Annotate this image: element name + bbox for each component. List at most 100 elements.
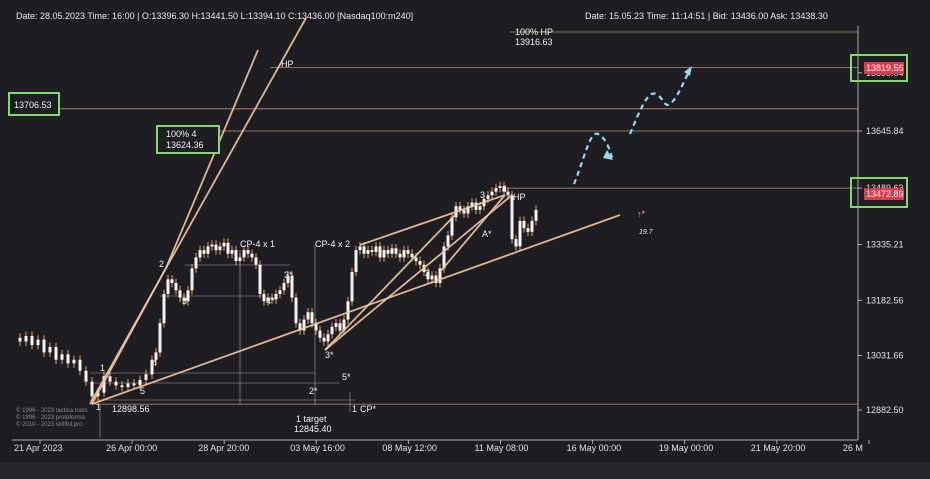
candle-body: [390, 248, 394, 254]
candle-body: [330, 326, 334, 335]
candle-body: [226, 242, 230, 254]
candle-body: [266, 297, 270, 302]
candle-body: [286, 275, 290, 283]
candle-body: [102, 376, 106, 393]
candle-body: [206, 246, 210, 254]
candle-body: [262, 293, 266, 302]
candle-body: [318, 330, 322, 338]
y-tick-label: 13645.84: [866, 126, 904, 136]
candle-body: [458, 206, 462, 210]
candle-body: [178, 290, 182, 298]
wave-line: [324, 194, 513, 351]
candle-body: [210, 244, 214, 247]
candle-body: [410, 253, 414, 258]
x-tick-label: 08 May 12:00: [382, 443, 437, 453]
projection-arrow-1: [603, 150, 613, 160]
left-price-label: 13706.53: [14, 100, 52, 110]
watermark-line-3: © 2010 - 2023 skillful.pro: [16, 421, 83, 428]
candle-body: [302, 319, 306, 331]
candle-body: [214, 244, 218, 251]
wave-label: 2: [159, 259, 164, 269]
candle-body: [84, 370, 88, 382]
right-price-box-bottom: [850, 177, 908, 208]
candle-body: [298, 323, 302, 331]
candle-body: [490, 191, 494, 196]
wave-label: 1: [352, 404, 357, 414]
y-tick-label: 13031.66: [866, 350, 904, 360]
projection-box: [156, 125, 220, 154]
candle-body: [250, 253, 254, 258]
candle-body: [498, 186, 502, 188]
candle-body: [66, 354, 70, 364]
candle-body: [126, 383, 130, 388]
hp-top-label: 100% HP: [515, 27, 553, 37]
candle-body: [470, 202, 474, 207]
candle-body: [242, 250, 246, 258]
candle-body: [54, 346, 58, 360]
candle-body: [434, 275, 438, 283]
candle-body: [378, 246, 382, 258]
candle-body: [526, 228, 530, 232]
candle-body: [246, 250, 250, 254]
x-tick-label: 19 May 00:00: [659, 443, 714, 453]
candle-body: [322, 337, 326, 342]
candle-body: [510, 195, 514, 240]
candle-body: [522, 220, 526, 229]
price-badge-bottom-label: 13472.89: [866, 189, 904, 199]
candle-body: [338, 323, 342, 331]
candle-body: [306, 312, 310, 320]
hp-top-value: 13916.63: [515, 37, 553, 47]
candle-body: [354, 250, 358, 273]
box-value-label: 13624.36: [166, 140, 204, 150]
cp-star-label: CP*: [360, 404, 377, 414]
x-tick-label: 21 Apr 2023: [14, 443, 63, 453]
candle-body: [132, 383, 136, 386]
candle-body: [198, 250, 202, 258]
candle-body: [466, 206, 470, 214]
wave-label: 2*: [309, 386, 318, 396]
candlestick-series: [18, 181, 538, 401]
projection-curve-1: [572, 132, 614, 185]
candle-body: [238, 257, 242, 262]
candle-body: [258, 264, 262, 294]
candle-body: [90, 381, 94, 397]
candle-body: [294, 297, 298, 324]
candle-body: [120, 385, 124, 388]
a-star-label: A*: [482, 229, 492, 239]
candle-body: [402, 250, 406, 258]
candle-body: [190, 268, 194, 291]
left-price-box: [8, 92, 60, 116]
candle-body: [386, 250, 390, 254]
candle-body: [514, 239, 518, 247]
candle-body: [334, 323, 338, 327]
candle-body: [382, 250, 386, 258]
price-badge-top-label: 13819.56: [866, 63, 904, 73]
wave-line: [439, 194, 506, 273]
candle-body: [72, 359, 76, 364]
candle-body: [426, 272, 430, 280]
cp-x1-label: CP-4 x 1: [240, 239, 275, 249]
wave-label: 3: [480, 190, 485, 200]
y-tick-label: 13182.56: [866, 295, 904, 305]
candle-body: [60, 354, 64, 360]
candle-body: [518, 220, 522, 247]
candle-body: [494, 187, 498, 192]
candle-body: [430, 275, 434, 280]
candle-body: [442, 246, 446, 269]
watermark-line-1: © 1996 - 2023 tactica.tools: [16, 407, 87, 414]
x-tick-label: 03 May 16:00: [290, 443, 345, 453]
price-badge-bottom: [864, 188, 904, 200]
y-tick-label: 13335.21: [866, 240, 904, 250]
candle-body: [36, 339, 40, 346]
candle-body: [144, 374, 148, 380]
x-axis: 21 Apr 2023 26 Apr 00:00 28 Apr 20:00 03 Ma…: [14, 440, 870, 453]
wave-label: 3*: [325, 350, 334, 360]
candle-body: [394, 248, 398, 254]
hp-label-wave: HP: [281, 59, 294, 69]
candle-body: [30, 335, 34, 346]
candle-body: [48, 346, 52, 353]
candle-body: [42, 339, 46, 353]
candle-body: [374, 246, 378, 252]
projection-arrow-2: [684, 66, 692, 76]
candle-body: [414, 257, 418, 262]
